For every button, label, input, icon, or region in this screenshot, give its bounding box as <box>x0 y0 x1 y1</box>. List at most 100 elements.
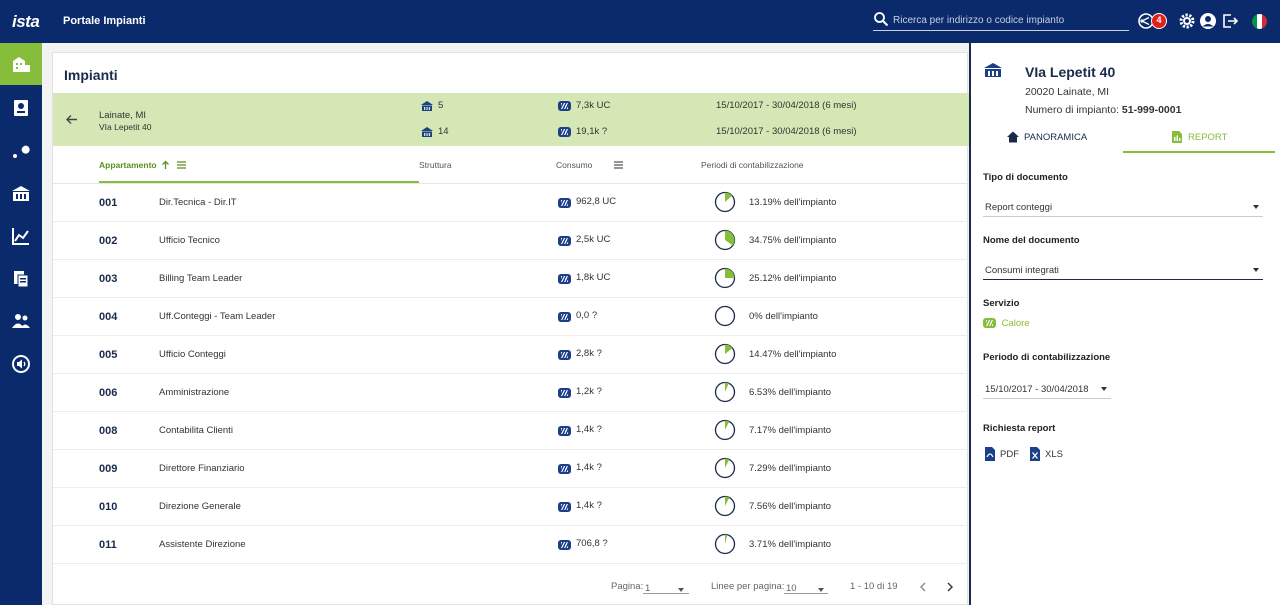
column-header-consumption[interactable]: Consumo <box>556 160 593 170</box>
meter-icon <box>558 236 571 246</box>
column-header-apartment[interactable]: Appartamento <box>99 160 157 170</box>
apartment-consumption: 1,4k ? <box>576 462 602 473</box>
meter-icon <box>558 388 571 398</box>
page-select[interactable]: 1 <box>645 583 651 594</box>
service-chip[interactable]: Calore <box>983 318 1030 329</box>
apartment-share: 14.47% dell'impianto <box>749 349 837 360</box>
apartment-share: 25.12% dell'impianto <box>749 273 837 284</box>
search-icon[interactable] <box>873 11 889 27</box>
table-row[interactable]: 010 Direzione Generale 1,4k ? 7.56% dell… <box>53 488 969 526</box>
sidebar <box>0 43 42 605</box>
service-label: Servizio <box>983 298 1020 309</box>
sort-arrow-up-icon[interactable] <box>161 160 170 170</box>
chevron-left-icon[interactable] <box>919 582 927 592</box>
share-pie-slice <box>725 192 732 202</box>
plant-number-label: Numero di impianto: <box>1025 104 1119 116</box>
page-label: Pagina: <box>611 581 644 592</box>
location-city: Lainate, MI <box>99 110 146 121</box>
table-row[interactable]: 002 Ufficio Tecnico 2,5k UC 34.75% dell'… <box>53 222 969 260</box>
sidebar-item-analytics[interactable] <box>0 215 42 257</box>
rows-select-underline <box>784 593 828 594</box>
notification-badge[interactable]: 4 <box>1151 13 1167 29</box>
doc-name-select[interactable]: Consumi integrati <box>983 260 1263 280</box>
apartment-name: Amministrazione <box>159 387 230 398</box>
chevron-down-icon <box>1253 268 1259 272</box>
chevron-down-icon <box>1101 387 1107 391</box>
apartment-share: 6.53% dell'impianto <box>749 387 832 398</box>
selected-location-band: Lainate, MI VIa Lepetit 40 5 7,3k UC 15/… <box>53 93 969 146</box>
share-pie-icon <box>714 419 736 441</box>
gear-icon[interactable] <box>1178 12 1196 30</box>
italy-flag-icon[interactable] <box>1252 14 1267 29</box>
rows-per-page-select[interactable]: 10 <box>786 583 797 594</box>
chevron-down-icon[interactable] <box>678 588 684 592</box>
page-range: 1 - 10 di 19 <box>850 581 898 592</box>
column-header-structure[interactable]: Struttura <box>419 160 452 170</box>
column-menu-icon[interactable] <box>177 161 186 169</box>
sidebar-item-properties[interactable] <box>0 172 42 214</box>
search-box <box>873 11 1129 31</box>
apartment-name: Ufficio Tecnico <box>159 235 220 246</box>
period-select[interactable]: 15/10/2017 - 30/04/2018 <box>983 379 1111 399</box>
search-input[interactable] <box>893 12 1123 28</box>
doc-type-select[interactable]: Report conteggi <box>983 197 1263 217</box>
sidebar-item-service[interactable] <box>0 129 42 171</box>
table-row[interactable]: 009 Direttore Finanziario 1,4k ? 7.29% d… <box>53 450 969 488</box>
sidebar-item-settings[interactable] <box>0 343 42 385</box>
apartment-number: 010 <box>99 501 118 513</box>
sidebar-item-buildings[interactable] <box>0 43 42 85</box>
table-row[interactable]: 008 Contabilita Clienti 1,4k ? 7.17% del… <box>53 412 969 450</box>
period-label: Periodo di contabilizzazione <box>983 352 1111 363</box>
table-row[interactable]: 004 Uff.Conteggi - Team Leader 0,0 ? 0% … <box>53 298 969 336</box>
summary-consumption: 7,3k UC <box>576 100 611 111</box>
ista-logo[interactable]: ista <box>12 12 40 31</box>
speaker-icon <box>12 355 30 373</box>
meter-icon <box>558 127 571 137</box>
apartment-number: 004 <box>99 311 118 323</box>
apartment-consumption: 2,8k ? <box>576 348 602 359</box>
chevron-down-icon[interactable] <box>818 588 824 592</box>
table-row[interactable]: 005 Ufficio Conteggi 2,8k ? 14.47% dell'… <box>53 336 969 374</box>
arrow-left-icon[interactable] <box>65 113 78 126</box>
logout-icon[interactable] <box>1221 12 1239 30</box>
meter-icon <box>558 198 571 208</box>
meter-icon <box>558 540 571 550</box>
page-select-underline <box>643 593 689 594</box>
wrench-icon <box>13 145 30 158</box>
sidebar-item-users[interactable] <box>0 300 42 342</box>
apartment-consumption: 0,0 ? <box>576 310 598 321</box>
table-row[interactable]: 011 Assistente Direzione 706,8 ? 3.71% d… <box>53 526 969 564</box>
table-row[interactable]: 003 Billing Team Leader 1,8k UC 25.12% d… <box>53 260 969 298</box>
doc-name-value: Consumi integrati <box>985 265 1059 276</box>
apartment-name: Contabilita Clienti <box>159 425 233 436</box>
column-header-periods[interactable]: Periodi di contabilizzazione <box>701 160 804 170</box>
sidebar-item-documents[interactable] <box>0 258 42 300</box>
apartment-number: 001 <box>99 197 118 209</box>
doc-name-label: Nome del documento <box>983 235 1080 246</box>
column-menu-icon[interactable] <box>614 161 623 169</box>
apartment-number: 003 <box>99 273 118 285</box>
summary-period: 15/10/2017 - 30/04/2018 (6 mesi) <box>716 126 857 137</box>
apartment-number: 005 <box>99 349 118 361</box>
user-icon[interactable] <box>1199 12 1217 30</box>
table-row[interactable]: 006 Amministrazione 1,2k ? 6.53% dell'im… <box>53 374 969 412</box>
apartment-number: 008 <box>99 425 118 437</box>
meter-icon <box>558 350 571 360</box>
apartment-consumption: 2,5k UC <box>576 234 611 245</box>
apartment-name: Dir.Tecnica - Dir.IT <box>159 197 237 208</box>
table-row[interactable]: 001 Dir.Tecnica - Dir.IT 962,8 UC 13.19%… <box>53 184 969 222</box>
sidebar-item-devices[interactable] <box>0 87 42 129</box>
summary-count: 14 <box>438 126 449 137</box>
chevron-down-icon <box>1253 205 1259 209</box>
doc-type-label: Tipo di documento <box>983 172 1068 183</box>
apartment-share: 7.17% dell'impianto <box>749 425 832 436</box>
building-icon <box>984 63 1002 77</box>
apartment-consumption: 1,2k ? <box>576 386 602 397</box>
header-divider <box>53 183 969 184</box>
users-icon <box>12 314 30 328</box>
heat-meter-icon <box>983 318 996 329</box>
apartment-number: 006 <box>99 387 118 399</box>
apartment-number: 009 <box>99 463 118 475</box>
chevron-right-icon[interactable] <box>946 582 954 592</box>
share-pie-icon <box>714 305 736 327</box>
